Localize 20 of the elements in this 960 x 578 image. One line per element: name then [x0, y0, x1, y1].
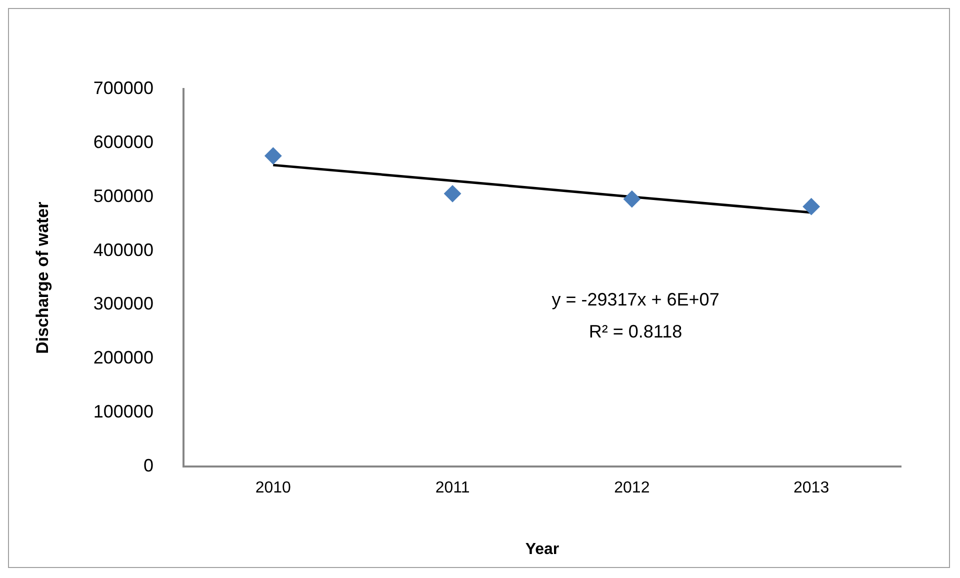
x-tick-label: 2011	[435, 480, 470, 497]
annotation: y = -29317x + 6E+07	[552, 289, 720, 310]
x-tick-label: 2012	[614, 480, 650, 497]
y-axis-title: Discharge of water	[32, 201, 52, 354]
point	[802, 198, 820, 216]
x-tick-label: 2010	[255, 480, 292, 497]
y-tick-label: 700000	[93, 78, 154, 98]
y-tick-label: 500000	[93, 186, 154, 206]
annotation: R² = 0.8118	[588, 321, 682, 342]
x-axis-title: Year	[525, 540, 560, 558]
y-tick-label: 100000	[93, 402, 154, 422]
y-tick-label: 0	[143, 456, 154, 476]
point	[264, 147, 282, 164]
y-tick-label: 200000	[93, 348, 154, 368]
y-tick-label: 400000	[93, 240, 154, 260]
point	[444, 185, 462, 202]
y-tick-label: 600000	[93, 132, 154, 152]
x-tick-label: 2013	[794, 480, 830, 497]
point	[623, 190, 640, 208]
y-tick-label: 300000	[93, 294, 154, 314]
